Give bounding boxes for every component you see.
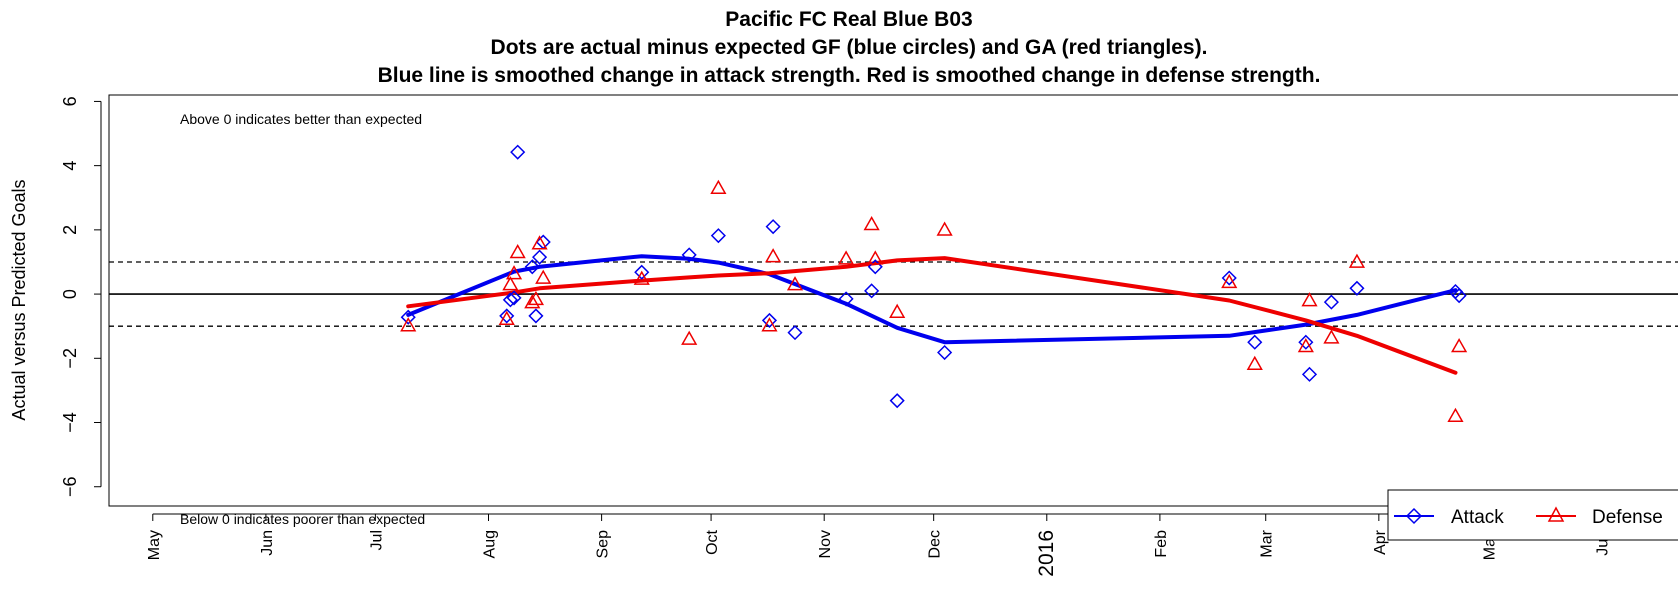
attack-point <box>400 309 416 325</box>
attack-point <box>1323 294 1339 310</box>
x-tick-label: Feb <box>1153 530 1170 558</box>
attack-point <box>1247 334 1263 350</box>
chart-title: Pacific FC Real Blue B03 <box>725 8 972 31</box>
attack-point <box>937 344 953 361</box>
legend: Attack Defense <box>1387 489 1678 541</box>
legend-box <box>1387 489 1678 541</box>
attack-point <box>838 291 854 307</box>
defense-smoothed-line <box>406 256 1458 375</box>
x-tick-label: May <box>146 530 163 560</box>
attack-point <box>1298 334 1314 350</box>
legend-attack-label: Attack <box>1451 507 1504 528</box>
defense-point <box>502 276 519 291</box>
smoothed-lines <box>406 254 1458 375</box>
y-tick-label: −6 <box>60 476 80 497</box>
defense-point <box>535 269 552 284</box>
plot-frame <box>108 94 1678 507</box>
defense-point <box>710 179 727 195</box>
attack-point <box>502 292 518 308</box>
defense-point <box>889 303 906 318</box>
defense-point <box>1221 273 1238 289</box>
y-axis: −6 −4 −2 0 2 4 6 <box>60 96 102 497</box>
chart-subtitle-1: Dots are actual minus expected GF (blue … <box>491 36 1208 59</box>
legend-defense-label: Defense <box>1592 507 1663 528</box>
defense-point <box>867 250 884 265</box>
attack-point <box>787 325 803 341</box>
y-tick-label: 0 <box>60 289 80 299</box>
defense-point <box>786 276 804 291</box>
attack-point <box>864 283 880 299</box>
x-tick-label: Nov <box>817 530 834 558</box>
defense-point <box>524 294 541 309</box>
defense-point <box>400 317 417 332</box>
defense-point <box>1348 253 1366 268</box>
attack-point <box>510 144 526 160</box>
attack-smoothed-line <box>406 254 1458 345</box>
x-tick-label: Aug <box>481 530 498 558</box>
y-tick-label: −2 <box>60 348 80 369</box>
annotation-above: Above 0 indicates better than expected <box>180 111 422 127</box>
y-tick-label: 2 <box>60 225 80 235</box>
attack-point <box>710 228 726 244</box>
attack-point <box>889 393 905 409</box>
defense-point <box>509 243 526 259</box>
attack-point <box>765 219 781 235</box>
defense-point <box>761 317 778 332</box>
annotation-below: Below 0 indicates poorer than expected <box>180 511 425 527</box>
defense-point <box>681 330 698 345</box>
attack-point <box>1301 366 1318 382</box>
x-tick-label: 2016 <box>1035 530 1058 577</box>
x-tick-label: Sep <box>595 530 612 559</box>
defense-point <box>633 270 650 285</box>
defense-point <box>863 216 880 231</box>
x-tick-label: Dec <box>927 530 944 558</box>
defense-point <box>1323 329 1340 344</box>
attack-point <box>1221 270 1237 286</box>
defense-point <box>531 235 548 250</box>
y-tick-label: 4 <box>60 161 80 171</box>
reference-lines <box>109 261 1678 327</box>
y-tick-label: −4 <box>60 412 80 433</box>
x-tick-label: Jul <box>368 530 385 550</box>
defense-point <box>505 265 523 280</box>
defense-point <box>1301 292 1318 307</box>
legend-defense-triangle-icon <box>1547 506 1565 522</box>
defense-point <box>1246 355 1263 370</box>
legend-attack-diamond-icon <box>1405 507 1423 525</box>
data-markers <box>400 144 1468 422</box>
attack-point <box>499 308 515 324</box>
x-tick-label: Mar <box>1259 529 1276 557</box>
attack-point <box>681 247 697 263</box>
x-tick-label: Oct <box>704 529 721 554</box>
attack-point <box>1349 280 1365 296</box>
defense-point <box>1451 338 1468 353</box>
defense-point <box>838 250 855 265</box>
defense-point <box>1447 407 1464 422</box>
attack-point <box>1451 288 1467 304</box>
x-tick-label: Jun <box>259 530 276 556</box>
attack-point <box>634 264 650 280</box>
attack-point <box>528 308 544 324</box>
attack-point <box>761 312 778 328</box>
defense-point <box>765 248 782 263</box>
defense-point <box>498 310 515 326</box>
attack-point <box>524 259 540 275</box>
defense-point <box>527 290 545 306</box>
attack-point <box>506 290 522 306</box>
y-axis-label: Actual versus Predicted Goals <box>9 179 29 420</box>
y-tick-label: 6 <box>60 96 80 106</box>
chart-subtitle-2: Blue line is smoothed change in attack s… <box>378 64 1321 87</box>
attack-point <box>532 249 548 265</box>
defense-point <box>1297 338 1314 353</box>
x-tick-label: Apr <box>1372 529 1389 555</box>
defense-point <box>936 221 953 236</box>
